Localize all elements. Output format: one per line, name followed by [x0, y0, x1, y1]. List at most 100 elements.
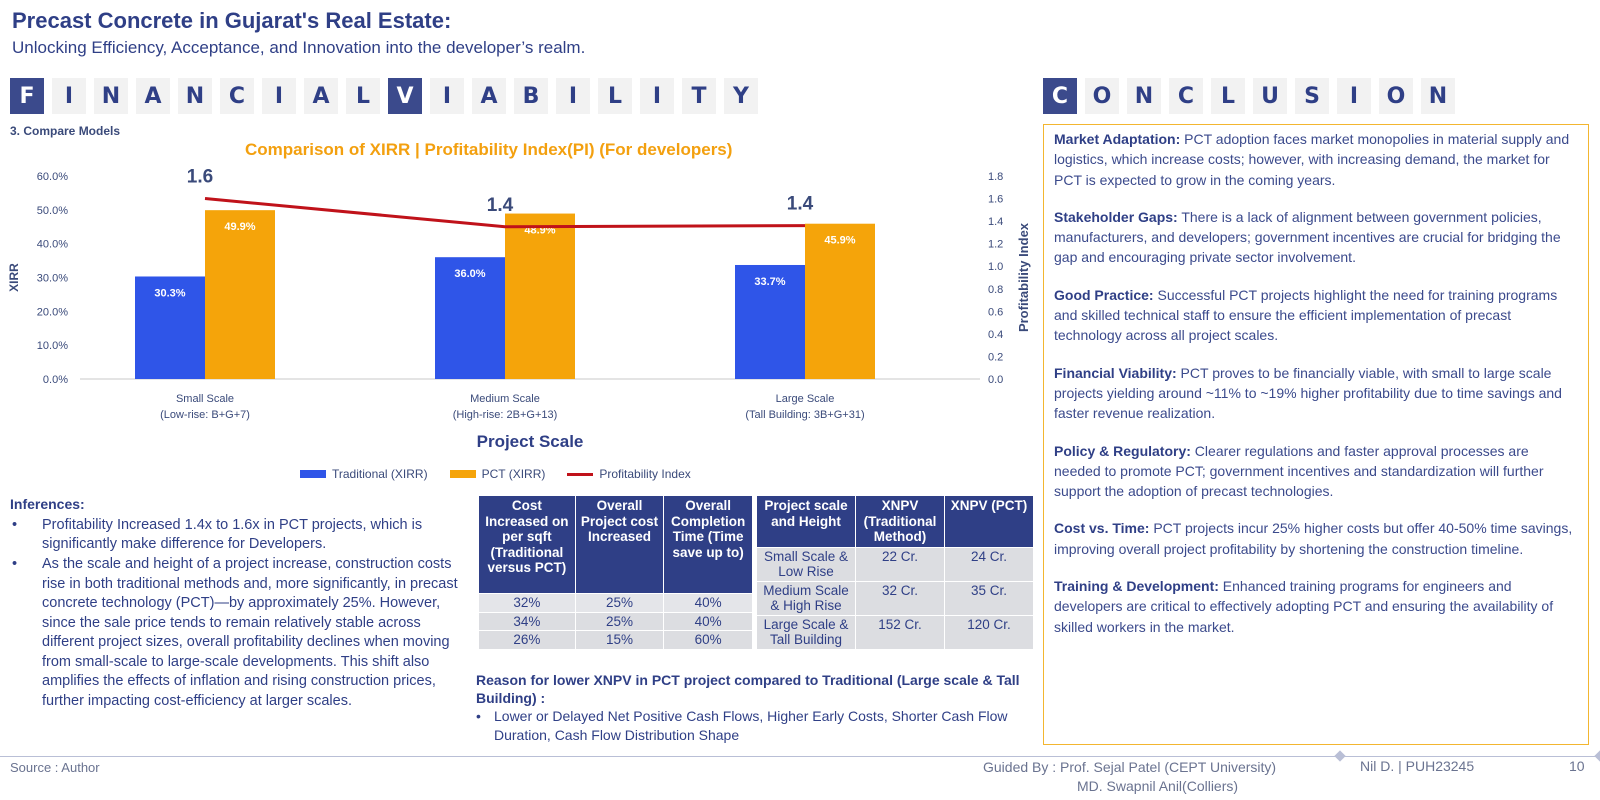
banner-letter: L [346, 78, 380, 114]
y-tick-label: 10.0% [37, 340, 68, 352]
y2-tick-label: 0.2 [988, 351, 1003, 363]
legend-pi: Profitability Index [567, 467, 691, 481]
table-header-row: Project scale and Height XNPV (Tradition… [755, 495, 1034, 548]
table-cell: 60% [663, 630, 753, 650]
page-title: Precast Concrete in Gujarat's Real Estat… [12, 8, 452, 33]
column-header: XNPV (Traditional Method) [855, 495, 946, 548]
pi-label: 1.6 [187, 167, 213, 188]
conclusion-banner-letter: U [1253, 78, 1287, 114]
category-label: (Tall Building: 3B+G+31) [745, 409, 864, 421]
table-cell: 40% [663, 611, 753, 632]
conclusion-banner-letter: N [1127, 78, 1161, 114]
y2-tick-label: 0.6 [988, 306, 1003, 318]
legend-swatch-pi [567, 472, 594, 476]
guided-by: Guided By : Prof. Sejal Patel (CEPT Univ… [983, 758, 1276, 796]
chart-legend: Traditional (XIRR) PCT (XIRR) Profitabil… [300, 467, 691, 481]
bar-label-traditional: 30.3% [154, 287, 185, 299]
conclusion-banner-letter: O [1085, 78, 1119, 114]
xnpv-reason: Reason for lower XNPV in PCT project com… [476, 671, 1036, 744]
conclusion-item: Market Adaptation: PCT adoption faces ma… [1054, 129, 1578, 190]
table-row: 26% 15% 60% [478, 630, 753, 650]
column-header: Overall Completion Time (Time save up to… [663, 495, 753, 594]
table-header-row: Cost Increased on per sqft (Traditional … [478, 495, 753, 594]
section-label: 3. Compare Models [10, 124, 121, 138]
table-cell: 24 Cr. [944, 546, 1034, 582]
y2-tick-label: 1.4 [988, 216, 1003, 228]
conclusion-text: Successful PCT projects highlight the ne… [1054, 286, 1558, 344]
banner-letter: A [304, 78, 338, 114]
y-axis-title: XIRR [7, 263, 21, 292]
y2-tick-label: 1.8 [988, 171, 1003, 183]
bar-label-pct: 45.9% [824, 235, 855, 247]
conclusion-box: Market Adaptation: PCT adoption faces ma… [1043, 124, 1589, 745]
y2-tick-label: 1.0 [988, 261, 1003, 273]
conclusion-text: PCT adoption faces market monopolies in … [1054, 131, 1570, 188]
banner-letter: A [472, 78, 506, 114]
table-cell: 152 Cr. [855, 614, 946, 650]
reason-list: Lower or Delayed Net Positive Cash Flows… [476, 707, 1036, 743]
legend-swatch-pct [449, 470, 476, 478]
chart-title: Comparison of XIRR | Profitability Index… [245, 140, 733, 159]
banner-letter: N [94, 78, 128, 114]
bar-traditional [135, 276, 205, 379]
banner-letter: I [556, 78, 590, 114]
table-cell: 32% [478, 593, 576, 613]
table-row: Small Scale & Low Rise 22 Cr. 24 Cr. [755, 546, 1034, 582]
conclusion-heading: Cost vs. Time: [1054, 520, 1150, 537]
legend-label-pct: PCT (XIRR) [481, 467, 546, 481]
y2-tick-label: 0.8 [988, 284, 1003, 296]
bar-pct [505, 213, 575, 379]
pi-label: 1.4 [787, 194, 814, 215]
banner-letter: I [640, 78, 674, 114]
xnpv-table: Project scale and Height XNPV (Tradition… [755, 495, 1034, 650]
conclusion-heading: Financial Viability: [1054, 364, 1177, 381]
conclusion-item: Stakeholder Gaps: There is a lack of ali… [1054, 207, 1578, 268]
conclusion-banner-letter: C [1043, 78, 1077, 114]
guide-line-1: Guided By : Prof. Sejal Patel (CEPT Univ… [983, 759, 1277, 775]
banner-letter: V [388, 78, 422, 114]
conclusion-heading: Training & Development: [1054, 578, 1219, 595]
banner-letter: T [682, 78, 716, 114]
inference-item: As the scale and height of a project inc… [10, 555, 470, 712]
legend-label-pi: Profitability Index [599, 467, 691, 481]
table-row: 34% 25% 40% [478, 611, 753, 632]
y-tick-label: 20.0% [37, 306, 68, 318]
table-cell: 40% [663, 593, 753, 613]
conclusion-banner-letter: L [1211, 78, 1245, 114]
banner-letter: Y [724, 78, 758, 114]
y2-tick-label: 1.6 [988, 194, 1003, 206]
banner-letter: F [10, 78, 44, 114]
reason-heading: Reason for lower XNPV in PCT project com… [476, 672, 1020, 707]
table-row: Large Scale & Tall Building 152 Cr. 120 … [755, 614, 1034, 650]
conclusion-banner-letter: O [1379, 78, 1413, 114]
bar-label-pct: 49.9% [224, 221, 255, 233]
bar-pct [805, 223, 875, 379]
conclusion-heading: Policy & Regulatory: [1054, 442, 1191, 459]
banner-letter: N [178, 78, 212, 114]
conclusion-item: Policy & Regulatory: Clearer regulations… [1054, 441, 1578, 502]
banner-letter: I [262, 78, 296, 114]
conclusion-text: PCT proves to be financially viable, wit… [1054, 364, 1562, 422]
column-header: Cost Increased on per sqft (Traditional … [478, 495, 576, 594]
conclusion-heading: Good Practice: [1054, 286, 1154, 303]
inference-item: Profitability Increased 1.4x to 1.6x in … [10, 516, 470, 555]
bar-label-traditional: 33.7% [754, 276, 785, 288]
column-header: Overall Project cost Increased [574, 495, 665, 594]
footer-divider-marker [1334, 750, 1346, 762]
conclusion-item: Financial Viability: PCT proves to be fi… [1054, 363, 1578, 424]
conclusion-banner-letter: I [1337, 78, 1371, 114]
category-label: Medium Scale [470, 393, 540, 405]
reason-item: Lower or Delayed Net Positive Cash Flows… [476, 707, 1036, 743]
pi-label: 1.4 [487, 195, 514, 216]
y2-axis-title: Profitability Index [1016, 222, 1031, 332]
table-cell: 34% [478, 611, 576, 632]
legend-swatch-traditional [300, 470, 326, 478]
xirr-pi-chart: 0.0% 10.0% 20.0% 30.0% 40.0% 50.0% 60.0% 0.0 0.2… [7, 167, 1031, 451]
table-cell: 35 Cr. [944, 580, 1034, 616]
source-note: Source : Author [10, 760, 100, 775]
conclusion-item: Cost vs. Time: PCT projects incur 25% hi… [1054, 518, 1578, 559]
banner-letter: L [598, 78, 632, 114]
category-label: Large Scale [776, 393, 835, 405]
y-tick-label: 40.0% [37, 239, 68, 251]
